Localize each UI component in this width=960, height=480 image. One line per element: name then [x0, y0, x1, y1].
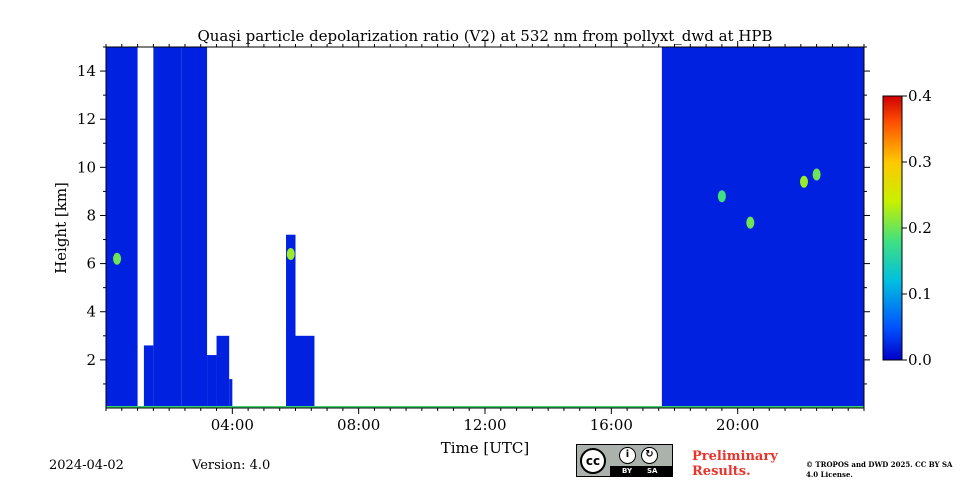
data-block — [207, 355, 217, 408]
copyright-notice: © TROPOS and DWD 2025. CC BY SA 4.0 Lice… — [806, 460, 953, 479]
data-block — [229, 379, 233, 408]
chart-title: Quasi particle depolarization ratio (V2)… — [197, 27, 772, 45]
colorbar-tick-label: 0.2 — [908, 219, 932, 237]
colorbar-tick-label: 0.0 — [908, 351, 932, 369]
x-tick-label: 16:00 — [590, 416, 633, 434]
cc-icon: cc — [580, 448, 606, 474]
license-strip: BY SA — [610, 466, 672, 476]
data-block — [661, 47, 864, 408]
colorbar-tick-label: 0.1 — [908, 285, 932, 303]
license-sa-label: SA — [647, 467, 658, 475]
share-alike-icon: ↻ — [641, 447, 658, 464]
x-axis: 04:00 08:00 12:00 16:00 20:00 — [105, 41, 865, 434]
y-tick-label: 8 — [86, 206, 96, 224]
data-block — [153, 47, 182, 408]
y-tick-label: 12 — [77, 110, 96, 128]
data-block — [143, 345, 154, 408]
x-tick-label: 20:00 — [716, 416, 759, 434]
colorbar-axis: 0.0 0.1 0.2 0.3 0.4 — [902, 87, 932, 369]
data-block — [286, 234, 296, 408]
y-axis: 2 4 6 8 10 12 14 — [77, 46, 870, 385]
x-tick-label: 12:00 — [463, 416, 506, 434]
y-tick-label: 10 — [77, 158, 96, 176]
y-tick-label: 4 — [86, 303, 96, 321]
colorbar-tick-label: 0.3 — [908, 153, 932, 171]
colorbar-tick-label: 0.4 — [908, 87, 932, 105]
data-region — [106, 47, 864, 408]
x-tick-label: 08:00 — [337, 416, 380, 434]
license-by-label: BY — [622, 467, 633, 475]
depolarization-feature — [746, 216, 755, 229]
data-block — [295, 335, 315, 408]
x-axis-label: Time [UTC] — [441, 439, 530, 457]
depolarization-feature — [799, 175, 808, 188]
data-block — [181, 47, 208, 408]
cc-license-badge: cc i ↻ BY SA — [576, 444, 673, 477]
y-axis-label: Height [km] — [52, 182, 70, 274]
date-label: 2024-04-02 — [49, 458, 124, 473]
person-icon: i — [619, 447, 636, 464]
depolarization-feature — [286, 247, 295, 260]
y-tick-label: 2 — [86, 351, 96, 369]
preliminary-results-label: Preliminary Results. — [692, 449, 778, 479]
data-block — [106, 47, 138, 408]
y-tick-label: 6 — [86, 255, 96, 273]
depolarization-feature — [717, 190, 726, 203]
depolarization-feature — [812, 168, 821, 181]
feature-markers — [113, 168, 821, 265]
x-tick-label: 04:00 — [211, 416, 254, 434]
data-block — [216, 335, 230, 408]
y-tick-label: 14 — [77, 62, 96, 80]
depolarization-feature — [113, 252, 122, 265]
version-label: Version: 4.0 — [192, 458, 271, 473]
colorbar — [882, 95, 903, 361]
